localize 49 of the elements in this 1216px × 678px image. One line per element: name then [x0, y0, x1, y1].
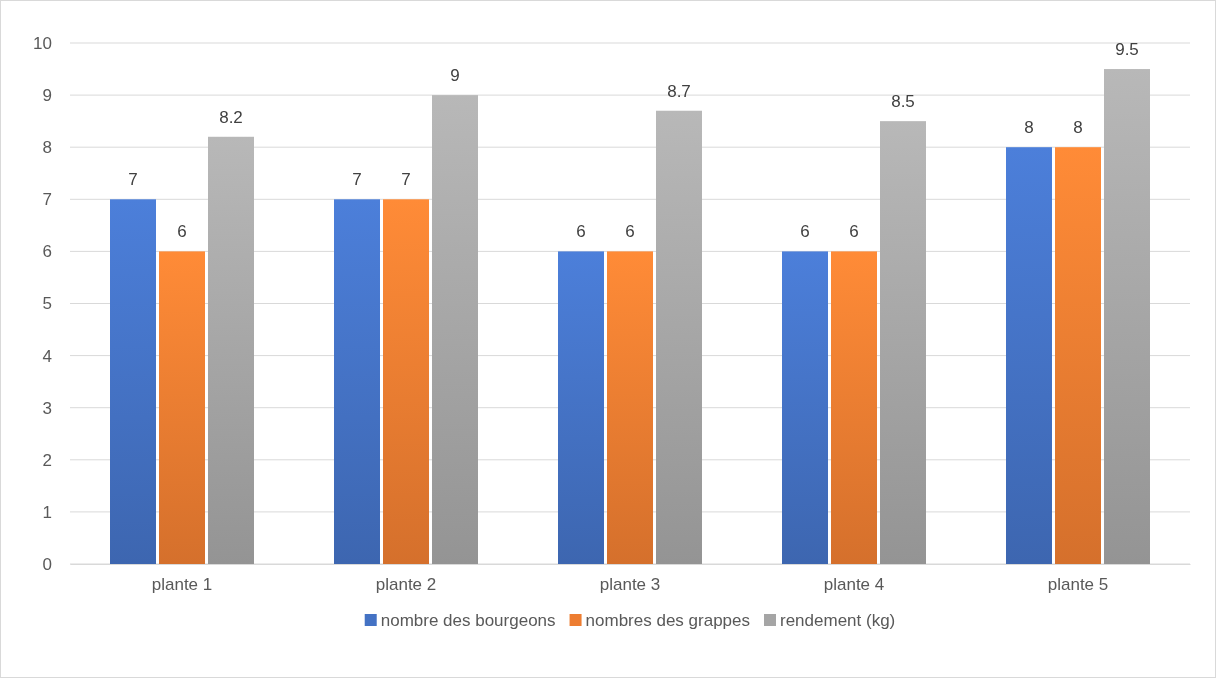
legend-label: rendement (kg) [780, 611, 896, 630]
y-tick-label: 4 [42, 346, 52, 366]
data-label: 6 [849, 222, 859, 242]
x-tick-label: plante 4 [823, 575, 885, 595]
bar [1104, 69, 1150, 564]
bar [383, 199, 429, 564]
y-tick-label: 9 [42, 86, 52, 106]
y-tick-label: 3 [42, 398, 52, 418]
bar [432, 95, 478, 564]
y-tick-label: 0 [42, 554, 52, 574]
bar [558, 251, 604, 564]
x-tick-label: plante 5 [1047, 575, 1109, 595]
y-tick-label: 2 [42, 450, 52, 470]
data-label: 7 [352, 170, 362, 190]
y-tick-label: 1 [42, 502, 52, 522]
y-tick-label: 8 [42, 138, 52, 158]
y-tick-label: 7 [42, 190, 52, 210]
data-label: 6 [177, 222, 187, 242]
bar [208, 136, 254, 564]
bar [831, 251, 877, 564]
legend-label: nombre des bourgeons [380, 611, 556, 630]
data-label: 7 [401, 170, 411, 190]
data-label: 6 [625, 222, 635, 242]
x-tick-label: plante 2 [375, 575, 437, 595]
bar [334, 199, 380, 564]
data-label: 7 [128, 170, 138, 190]
data-label: 9 [450, 66, 460, 86]
bar [607, 251, 653, 564]
bar [656, 110, 702, 564]
data-label: 8.2 [219, 107, 243, 127]
data-label: 6 [800, 222, 810, 242]
y-tick-label: 5 [42, 294, 52, 314]
data-label: 9.5 [1115, 40, 1139, 60]
bar [110, 199, 156, 564]
x-tick-label: plante 1 [151, 575, 213, 595]
data-label: 8 [1024, 118, 1034, 138]
data-label: 6 [576, 222, 586, 242]
bar [880, 121, 926, 564]
y-tick-label: 10 [33, 33, 52, 53]
bar [1006, 147, 1052, 564]
legend-label: nombres des grappes [585, 611, 750, 630]
y-tick-label: 6 [42, 242, 52, 262]
data-label: 8.7 [667, 81, 691, 101]
bar [782, 251, 828, 564]
data-label: 8.5 [891, 92, 915, 112]
bar [1055, 147, 1101, 564]
data-label: 8 [1073, 118, 1083, 138]
bar [159, 251, 205, 564]
x-tick-label: plante 3 [599, 575, 661, 595]
